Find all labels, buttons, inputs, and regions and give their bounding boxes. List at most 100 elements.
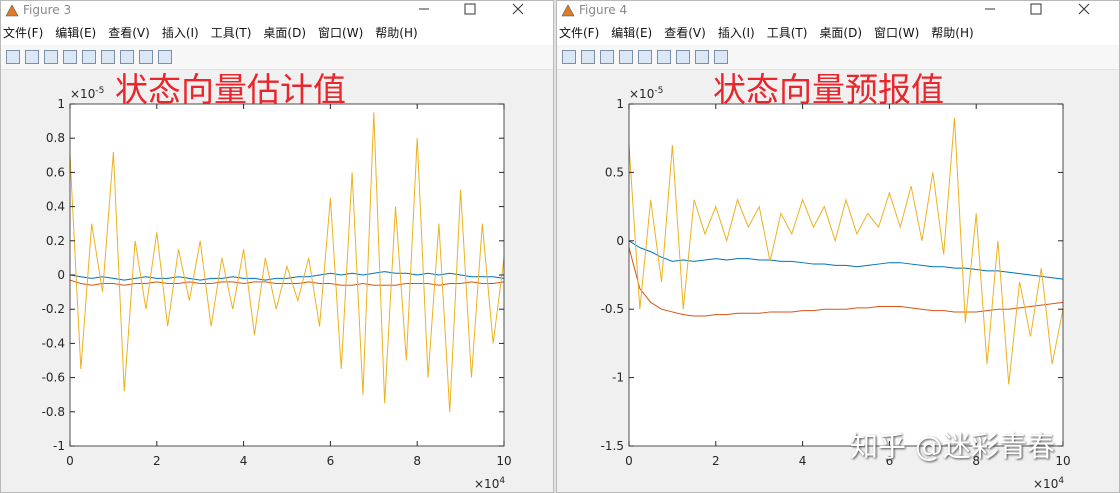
axes-background bbox=[629, 104, 1063, 446]
data-line bbox=[69, 112, 505, 412]
menu-item[interactable]: 查看(V) bbox=[664, 25, 706, 40]
data-line bbox=[628, 240, 1064, 280]
toolbar-button[interactable] bbox=[562, 50, 576, 64]
y-scale-exponent: -5 bbox=[654, 86, 663, 96]
y-exponent: ×10-5 bbox=[70, 86, 104, 101]
data-line bbox=[628, 247, 1064, 317]
x-tick-label: 8 bbox=[972, 454, 980, 468]
window-title: Figure 4 bbox=[579, 3, 628, 17]
menu-item[interactable]: 插入(I) bbox=[717, 25, 755, 40]
toolbar-button[interactable] bbox=[158, 50, 172, 64]
toolbar-button[interactable] bbox=[619, 50, 633, 64]
menu-item[interactable]: 文件(F) bbox=[559, 25, 600, 40]
toolbar bbox=[1, 45, 553, 70]
y-tick-label: 0.8 bbox=[46, 131, 65, 145]
y-scale-base: ×10 bbox=[70, 87, 95, 101]
toolbar-button[interactable] bbox=[676, 50, 690, 64]
y-tick-label: -0.8 bbox=[42, 405, 65, 419]
y-exponent: ×10-5 bbox=[629, 86, 663, 101]
y-tick-label: -0.5 bbox=[601, 302, 624, 316]
title-bar: Figure 4 bbox=[557, 1, 1119, 19]
y-tick-label: -0.2 bbox=[42, 302, 65, 316]
menu-bar: 文件(F) 编辑(E) 查看(V) 插入(I) 工具(T) 桌面(D) 窗口(W) 帮助(H) bbox=[1, 19, 553, 45]
window-controls bbox=[419, 3, 524, 15]
toolbar-button[interactable] bbox=[25, 50, 39, 64]
axes-box bbox=[628, 103, 1064, 447]
menu-item[interactable]: 编辑(E) bbox=[611, 25, 653, 40]
toolbar-button[interactable] bbox=[139, 50, 153, 64]
x-tick-label: 4 bbox=[240, 454, 248, 468]
toolbar-button[interactable] bbox=[6, 50, 20, 64]
toolbar-button[interactable] bbox=[44, 50, 58, 64]
y-scale-exponent: -5 bbox=[95, 86, 104, 96]
maximize-button[interactable] bbox=[1030, 3, 1042, 15]
title-bar: Figure 3 bbox=[1, 1, 553, 19]
y-tick-label: 1 bbox=[616, 97, 624, 111]
figure-window: Figure 4 文件(F) 编辑(E) 查看(V) 插入(I) 工具(T) 桌面(D) 窗口… bbox=[556, 0, 1120, 493]
watermark: 知乎 @迷彩青春 bbox=[850, 430, 1055, 463]
toolbar bbox=[557, 45, 1119, 70]
toolbar-button[interactable] bbox=[581, 50, 595, 64]
maximize-button[interactable] bbox=[464, 3, 476, 15]
window-title: Figure 3 bbox=[23, 3, 72, 17]
toolbar-button[interactable] bbox=[120, 50, 134, 64]
icon-shape bbox=[5, 4, 19, 17]
data-line bbox=[628, 117, 1064, 385]
toolbar-button[interactable] bbox=[695, 50, 709, 64]
toolbar-button[interactable] bbox=[600, 50, 614, 64]
menu-item[interactable]: 桌面(D) bbox=[263, 25, 307, 40]
x-tick-label: 6 bbox=[886, 454, 894, 468]
y-tick-label: 0.4 bbox=[46, 200, 65, 214]
toolbar-button[interactable] bbox=[63, 50, 77, 64]
x-tick-label: 0 bbox=[66, 454, 74, 468]
x-tick-label: 10 bbox=[496, 454, 511, 468]
y-tick-label: -1.5 bbox=[601, 439, 624, 453]
menu-bar: 文件(F) 编辑(E) 查看(V) 插入(I) 工具(T) 桌面(D) 窗口(W) 帮助(H) bbox=[557, 19, 1119, 45]
x-tick-label: 2 bbox=[153, 454, 161, 468]
close-button[interactable] bbox=[1078, 3, 1090, 15]
toolbar-button[interactable] bbox=[714, 50, 728, 64]
x-tick-label: 0 bbox=[625, 454, 633, 468]
icon-shape bbox=[561, 4, 575, 17]
toolbar-button[interactable] bbox=[101, 50, 115, 64]
toolbar-button[interactable] bbox=[657, 50, 671, 64]
annotation: 状态向量预报值 bbox=[713, 70, 944, 109]
x-tick-label: 4 bbox=[799, 454, 807, 468]
menu-item[interactable]: 窗口(W) bbox=[874, 25, 920, 40]
menu-item[interactable]: 查看(V) bbox=[108, 25, 150, 40]
menu-item[interactable]: 帮助(H) bbox=[931, 25, 974, 40]
toolbar-button[interactable] bbox=[82, 50, 96, 64]
menu-item[interactable]: 编辑(E) bbox=[55, 25, 97, 40]
window-controls bbox=[985, 3, 1090, 15]
toolbar-button[interactable] bbox=[638, 50, 652, 64]
x-exponent: ×104 bbox=[1033, 476, 1064, 491]
y-tick-label: -1 bbox=[53, 439, 65, 453]
y-tick-label: -0.4 bbox=[42, 336, 65, 350]
close-button[interactable] bbox=[512, 3, 524, 15]
menu-item[interactable]: 帮助(H) bbox=[375, 25, 418, 40]
figure-canvas: -1-0.8-0.6-0.4-0.200.20.40.60.810 2 4 6 8 10×… bbox=[42, 70, 512, 491]
y-tick-label: 0.5 bbox=[605, 165, 624, 179]
axes-background bbox=[70, 104, 504, 446]
menu-item[interactable]: 工具(T) bbox=[210, 25, 252, 40]
menu-item[interactable]: 工具(T) bbox=[766, 25, 808, 40]
menu-item[interactable]: 插入(I) bbox=[161, 25, 199, 40]
menu-item[interactable]: 文件(F) bbox=[3, 25, 44, 40]
menu-item[interactable]: 桌面(D) bbox=[819, 25, 863, 40]
y-tick-label: 0.2 bbox=[46, 234, 65, 248]
y-tick-label: 0.6 bbox=[46, 165, 65, 179]
x-scale-exponent: 4 bbox=[1058, 476, 1064, 486]
app-icon bbox=[561, 4, 575, 17]
y-tick-label: 1 bbox=[57, 97, 65, 111]
x-exponent: ×104 bbox=[474, 476, 505, 491]
y-tick-label: 0 bbox=[57, 268, 65, 282]
menu-item[interactable]: 窗口(W) bbox=[318, 25, 364, 40]
x-tick-label: 8 bbox=[413, 454, 421, 468]
app-icon bbox=[5, 4, 19, 17]
x-scale-base: ×10 bbox=[474, 477, 499, 491]
y-tick-label: -0.6 bbox=[42, 371, 65, 385]
x-tick-label: 10 bbox=[1055, 454, 1070, 468]
x-scale-base: ×10 bbox=[1033, 477, 1058, 491]
y-scale-base: ×10 bbox=[629, 87, 654, 101]
